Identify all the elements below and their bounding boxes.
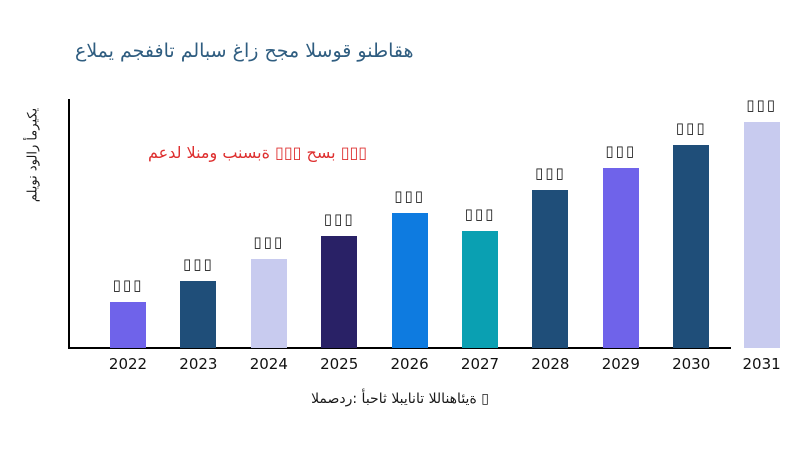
bar-2026 bbox=[391, 213, 428, 348]
x-tick-2023: 2023 bbox=[179, 355, 218, 373]
x-tick-2029: 2029 bbox=[601, 355, 640, 373]
bar-value-label-2028: ▯▯▯ bbox=[535, 164, 566, 182]
bar-value-label-2023: ▯▯▯ bbox=[183, 255, 214, 273]
bar-2023 bbox=[180, 281, 217, 348]
y-axis-line bbox=[68, 99, 70, 349]
chart-title: عالمي مجففات ملابس غاز حجم السوق ونطاقه bbox=[75, 40, 414, 62]
x-tick-2026: 2026 bbox=[390, 355, 429, 373]
x-tick-2027: 2027 bbox=[460, 355, 500, 373]
bar-2022 bbox=[110, 302, 146, 348]
x-tick-2030: 2030 bbox=[672, 355, 711, 373]
x-tick-2031: 2031 bbox=[742, 355, 781, 373]
bar-value-label-2026: ▯▯▯ bbox=[394, 187, 425, 205]
growth-rate-annotation: معدل النمو بنسبة ▯▯▯ حسب ▯▯▯ bbox=[148, 143, 368, 162]
bar-2028 bbox=[532, 190, 569, 348]
bar-value-label-2031: ▯▯▯ bbox=[746, 96, 777, 114]
x-tick-2028: 2028 bbox=[531, 355, 570, 373]
bar-2030 bbox=[673, 145, 710, 348]
bar-value-label-2029: ▯▯▯ bbox=[605, 142, 637, 160]
bar-2029 bbox=[602, 168, 639, 348]
source-attribution: المصدر: أبحاث البيانات اللانهائية ▯ bbox=[311, 391, 489, 407]
bar-2025 bbox=[321, 236, 358, 348]
bar-value-label-2024: ▯▯▯ bbox=[253, 233, 285, 251]
x-tick-2022: 2022 bbox=[108, 355, 148, 373]
x-tick-2024: 2024 bbox=[249, 355, 288, 373]
bar-value-label-2027: ▯▯▯ bbox=[464, 205, 496, 223]
bar-value-label-2030: ▯▯▯ bbox=[675, 119, 707, 137]
bar-2027 bbox=[462, 231, 498, 348]
bar-2024 bbox=[250, 259, 287, 348]
x-tick-2025: 2025 bbox=[320, 355, 359, 373]
bar-2031 bbox=[743, 122, 780, 348]
y-axis-label: مليون دولار أمريكي bbox=[25, 107, 41, 203]
bar-value-label-2025: ▯▯▯ bbox=[323, 210, 355, 228]
x-axis-line bbox=[68, 347, 731, 349]
bar-value-label-2022: ▯▯▯ bbox=[112, 276, 144, 294]
